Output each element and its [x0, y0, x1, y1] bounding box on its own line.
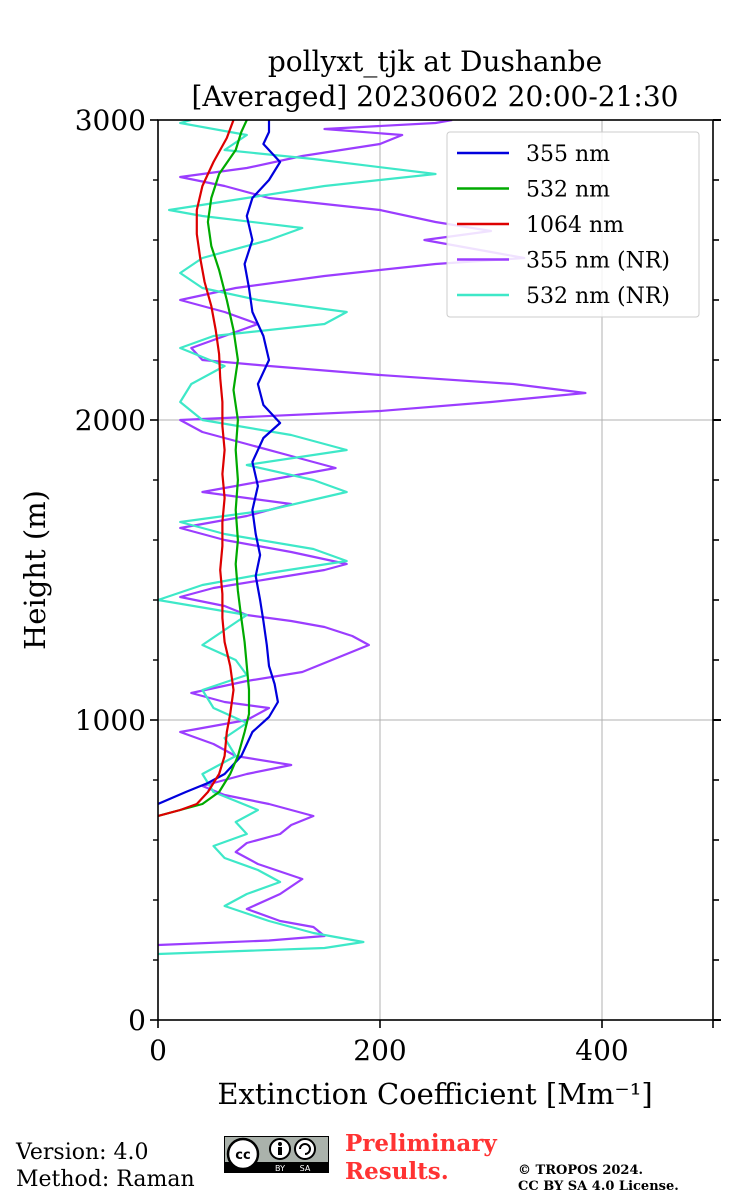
series-line-1064-nm	[158, 120, 235, 818]
legend-label: 532 nm (NR)	[526, 284, 670, 309]
version-text: Version: 4.0	[16, 1140, 149, 1165]
chart: pollyxt_tjk at Dushanbe [Averaged] 20230…	[18, 45, 721, 1111]
cc-license-badge: cc BY SA	[224, 1136, 329, 1173]
preliminary-line2: Results.	[345, 1158, 449, 1185]
by-text: BY	[275, 1164, 285, 1173]
y-tick-label: 0	[128, 1004, 146, 1037]
y-tick-label: 1000	[75, 704, 146, 737]
legend: 355 nm 532 nm 1064 nm 355 nm (NR) 532 nm (NR…	[446, 131, 700, 318]
chart-subtitle: [Averaged] 20230602 20:00-21:30	[192, 80, 679, 113]
x-tick-label: 0	[149, 1034, 167, 1067]
cc-icon	[226, 1137, 260, 1171]
y-axis-label: Height (m)	[18, 490, 52, 650]
series-line-532-nm	[158, 120, 251, 818]
series-group	[158, 120, 587, 956]
legend-label: 1064 nm	[526, 213, 624, 238]
series-line-355-nm	[158, 120, 282, 806]
method-text: Method: Raman	[16, 1167, 195, 1192]
plot-frame	[157, 119, 714, 1021]
sa-text: SA	[300, 1164, 311, 1173]
series-line-532-nm-nr-	[158, 120, 437, 956]
legend-label: 355 nm	[526, 142, 610, 167]
preliminary-notice: Preliminary Results.	[345, 1130, 497, 1186]
x-axis-label: Extinction Coefficient [Mm⁻¹]	[217, 1077, 652, 1111]
chart-title: pollyxt_tjk at Dushanbe	[268, 45, 602, 78]
cc-icon-text: cc	[235, 1148, 250, 1163]
preliminary-line1: Preliminary	[345, 1130, 497, 1157]
copyright-line2: CC BY SA 4.0 License.	[518, 1179, 679, 1194]
axes: 0 200 400 0 1000 2000 3000	[75, 104, 721, 1067]
x-tick-label: 200	[353, 1034, 406, 1067]
y-tick-label: 2000	[75, 404, 146, 437]
copyright-notice: © TROPOS 2024. CC BY SA 4.0 License.	[518, 1163, 679, 1195]
x-tick-label: 400	[575, 1034, 628, 1067]
y-tick-label: 3000	[75, 104, 146, 137]
copyright-line1: © TROPOS 2024.	[518, 1163, 644, 1178]
legend-label: 532 nm	[526, 178, 610, 203]
sa-icon	[294, 1138, 316, 1160]
legend-label: 355 nm (NR)	[526, 249, 670, 274]
